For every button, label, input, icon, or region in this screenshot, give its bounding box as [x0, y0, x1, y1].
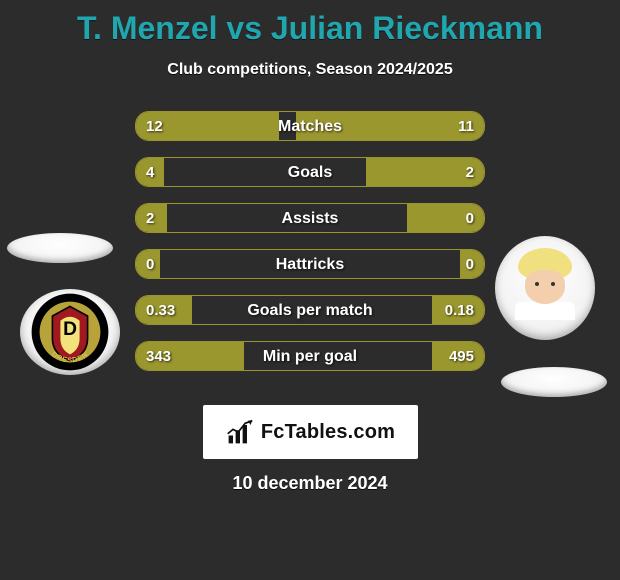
svg-text:D: D: [63, 319, 77, 340]
stat-row: 00Hattricks: [135, 249, 485, 279]
stat-label: Hattricks: [136, 250, 484, 279]
player-face-icon: [510, 248, 580, 328]
stat-row: 20Assists: [135, 203, 485, 233]
page-title: T. Menzel vs Julian Rieckmann: [0, 0, 620, 47]
right-player-portrait: [495, 236, 595, 340]
left-club-badge: D DRESDEN: [20, 289, 120, 375]
left-player-ellipse: [7, 233, 113, 263]
comparison-panel: D DRESDEN 1211Matches 42Goals 20Assists 00H…: [0, 111, 620, 391]
stat-bars: 1211Matches 42Goals 20Assists 00Hattricks 0.…: [135, 111, 485, 387]
branding-box: FcTables.com: [203, 405, 418, 459]
branding-text: FcTables.com: [261, 421, 395, 444]
subtitle: Club competitions, Season 2024/2025: [0, 61, 620, 79]
stat-row: 42Goals: [135, 157, 485, 187]
stat-row: 0.330.18Goals per match: [135, 295, 485, 325]
dresden-badge-icon: D DRESDEN: [30, 292, 110, 372]
stat-label: Goals per match: [136, 296, 484, 325]
stat-label: Min per goal: [136, 342, 484, 371]
date-text: 10 december 2024: [0, 473, 620, 494]
stat-row: 343495Min per goal: [135, 341, 485, 371]
stat-label: Goals: [136, 158, 484, 187]
stat-label: Matches: [136, 112, 484, 141]
right-player-ellipse: [501, 367, 607, 397]
stat-row: 1211Matches: [135, 111, 485, 141]
fctables-logo-icon: [225, 418, 255, 446]
stat-label: Assists: [136, 204, 484, 233]
